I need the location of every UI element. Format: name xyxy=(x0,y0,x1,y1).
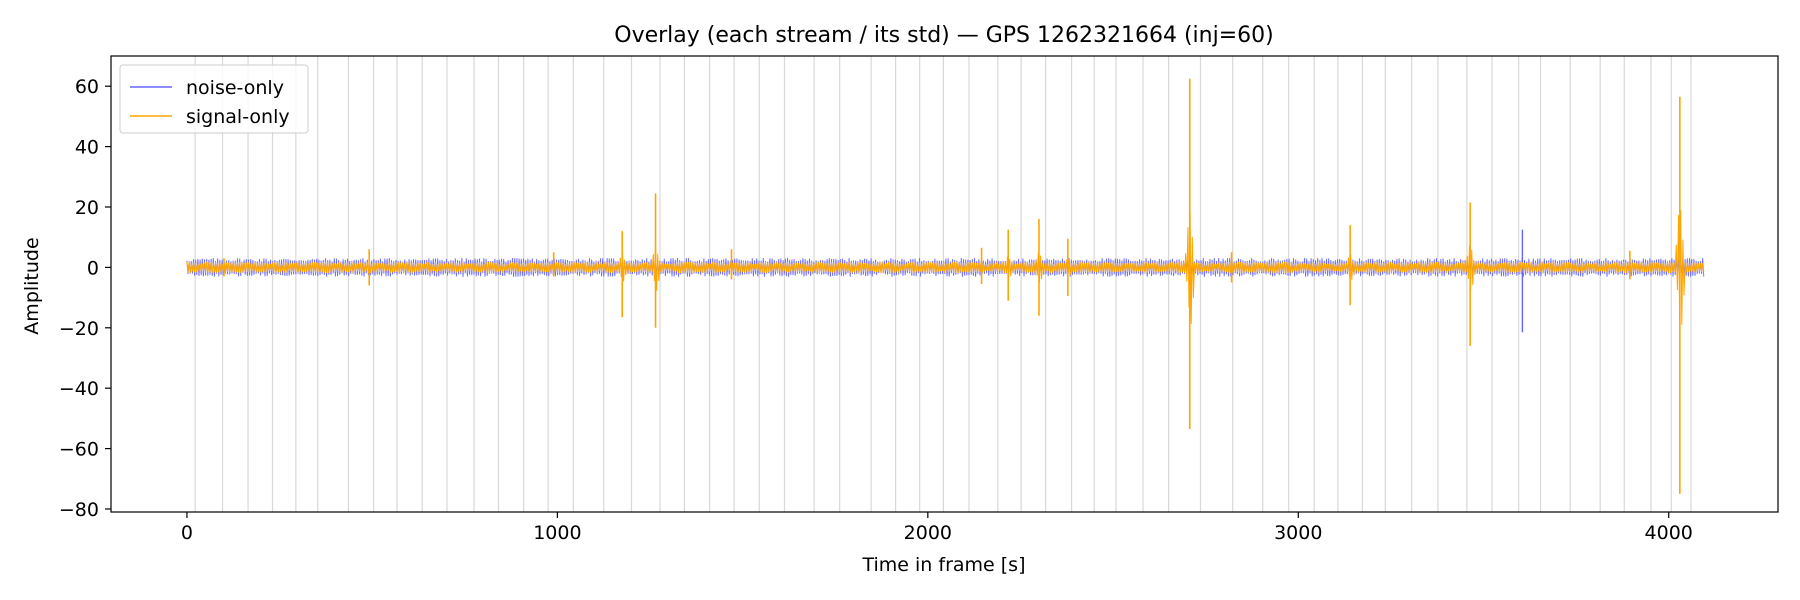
legend-label-signal-only: signal-only xyxy=(186,106,290,128)
y-tick-label: 40 xyxy=(75,137,99,159)
x-tick-label: 3000 xyxy=(1274,522,1322,544)
y-tick-label: −20 xyxy=(59,318,99,340)
y-axis-label: Amplitude xyxy=(21,237,43,334)
y-tick-label: −40 xyxy=(59,378,99,400)
x-tick-label: 4000 xyxy=(1645,522,1693,544)
y-tick-label: 20 xyxy=(75,197,99,219)
y-tick-label: −60 xyxy=(59,439,99,461)
series-signal-only-line xyxy=(186,210,1705,325)
legend-label-noise-only: noise-only xyxy=(186,77,284,99)
plot-frame xyxy=(110,55,1779,513)
x-axis-label: Time in frame [s] xyxy=(861,554,1025,576)
x-tick-label: 1000 xyxy=(533,522,581,544)
legend: noise-only signal-only xyxy=(119,64,309,134)
y-tick-label: 0 xyxy=(87,257,99,279)
y-tick-label: 60 xyxy=(75,76,99,98)
y-tick-label: −80 xyxy=(59,499,99,521)
x-tick-label: 0 xyxy=(181,522,193,544)
x-tick-label: 2000 xyxy=(904,522,952,544)
chart-title: Overlay (each stream / its std) — GPS 12… xyxy=(614,23,1273,48)
